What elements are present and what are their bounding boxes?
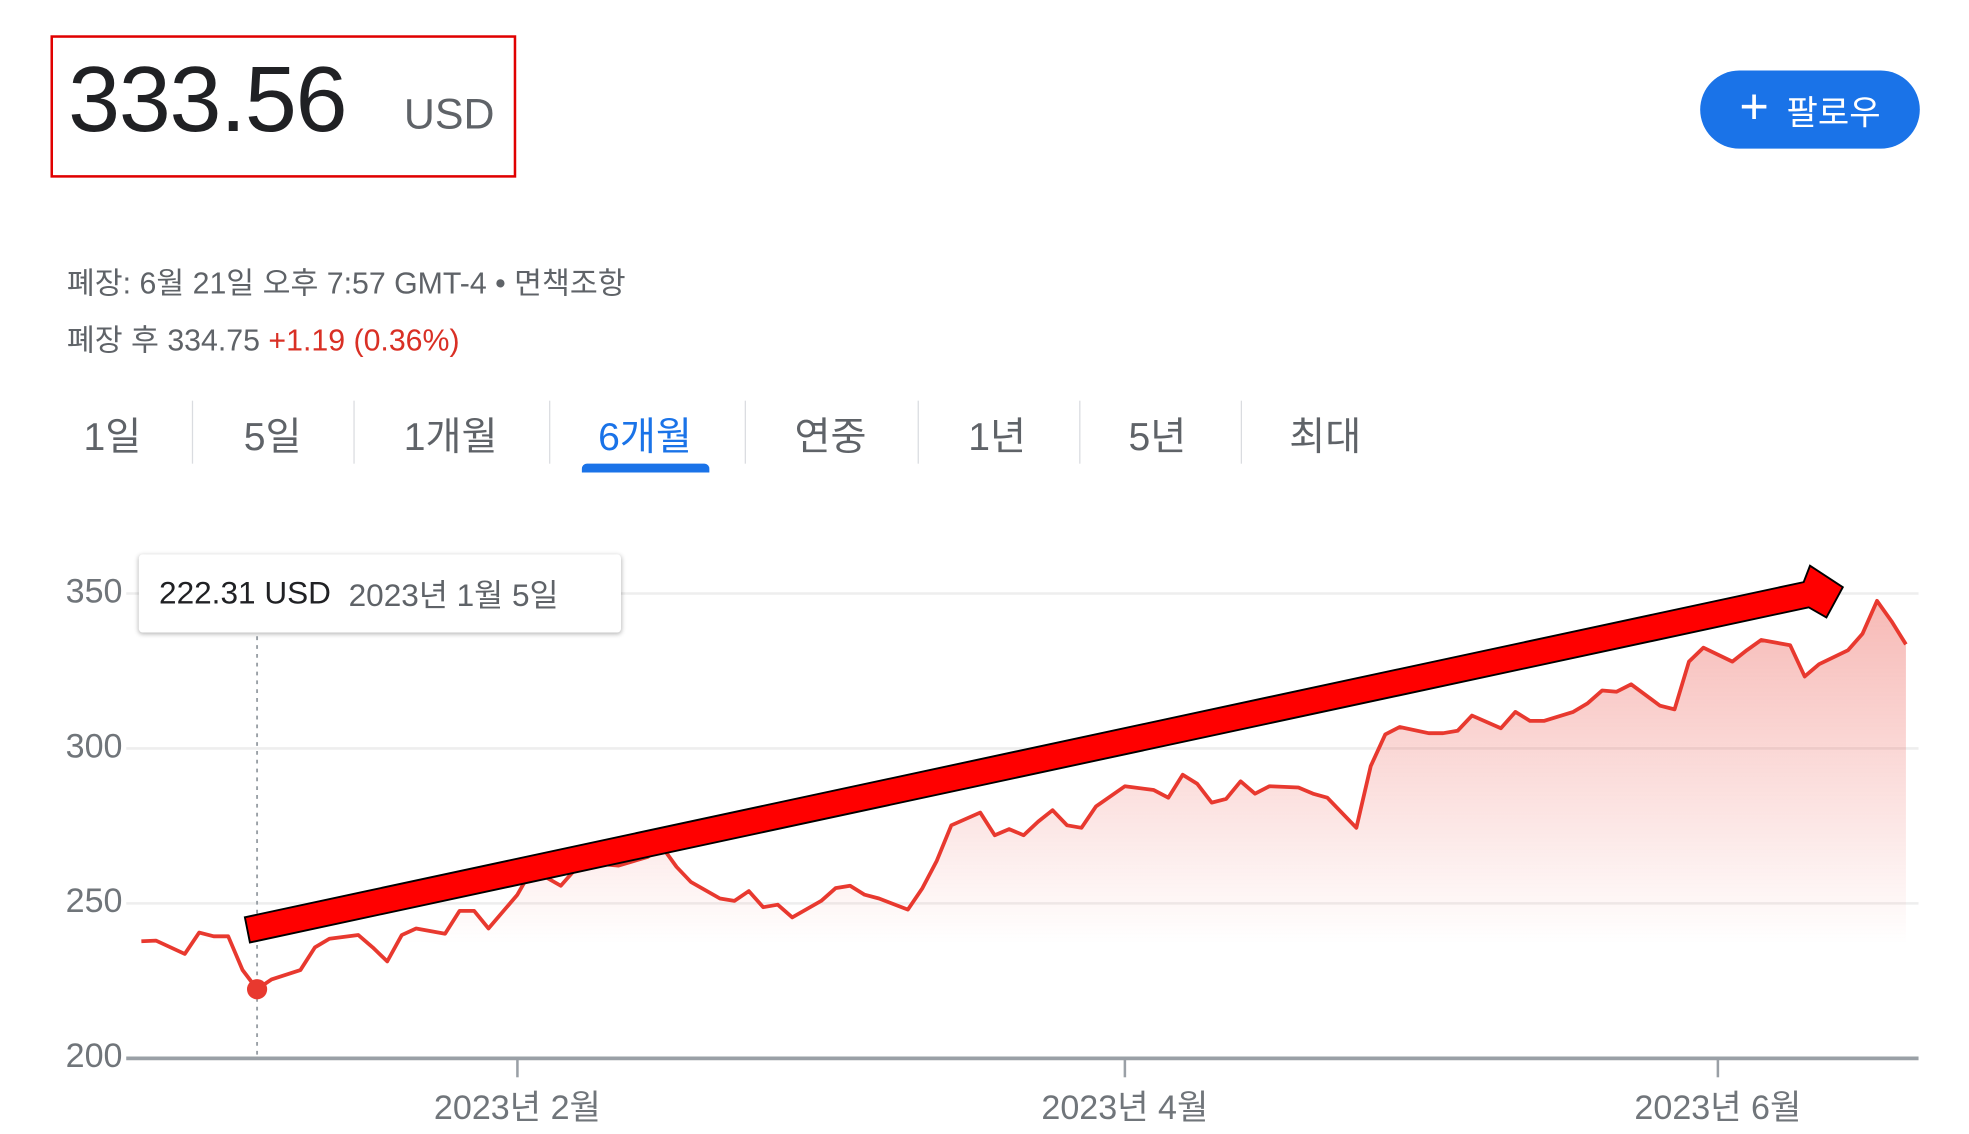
follow-label: 팔로우 (1786, 93, 1881, 132)
tooltip-value: 222.31 USD (159, 575, 331, 611)
annotation-trend-arrow (243, 564, 1845, 944)
tab-divider (917, 400, 919, 464)
x-tick-label: 2023년 4월 (1041, 1088, 1209, 1127)
tab-divider (191, 400, 194, 464)
tab-7[interactable]: 최대 (1289, 413, 1362, 459)
tab-3[interactable]: 6개월 (598, 413, 692, 459)
tab-2[interactable]: 1개월 (403, 413, 498, 459)
active-tab-indicator (581, 463, 710, 473)
market-closed-status: 폐장: 6월 21일 오후 7:57 GMT-4 • 면책조항 (66, 267, 626, 302)
x-tick-label: 2023년 2월 (433, 1088, 601, 1127)
price-area-fill (141, 600, 1906, 1059)
y-tick-label: 300 (65, 727, 123, 765)
tab-divider (1079, 400, 1081, 464)
annotation-highlight-box (50, 35, 517, 178)
hover-point (246, 979, 268, 1000)
after-hours-change: +1.19 (0.36%) (268, 323, 460, 358)
y-tick-label: 250 (65, 882, 123, 920)
x-tick-label: 2023년 6월 (1634, 1088, 1802, 1127)
tooltip-date: 2023년 1월 5일 (348, 578, 559, 614)
current-price: 333.56 (68, 46, 347, 152)
tab-6[interactable]: 5년 (1128, 413, 1187, 459)
tab-1[interactable]: 5일 (243, 413, 302, 459)
tab-divider (549, 400, 551, 464)
y-tick-label: 350 (65, 572, 123, 610)
after-hours-price: 폐장 후 334.75 (66, 323, 260, 358)
tab-divider (1240, 400, 1243, 464)
price-chart[interactable] (0, 504, 1969, 1134)
price-line (141, 599, 1908, 992)
tab-divider (353, 400, 355, 464)
chart-tooltip: 222.31 USD 2023년 1월 5일 (138, 554, 622, 633)
tab-divider (744, 400, 746, 464)
y-tick-label: 200 (65, 1036, 123, 1075)
currency-label: USD (403, 90, 495, 139)
tab-4[interactable]: 연중 (794, 413, 867, 459)
tab-5[interactable]: 1년 (968, 413, 1027, 459)
plus-icon: + (1739, 79, 1769, 135)
tab-0[interactable]: 1일 (83, 413, 142, 459)
after-hours-status: 폐장 후 334.75 +1.19 (0.36%) (67, 315, 460, 359)
follow-button[interactable]: + 팔로우 (1700, 70, 1920, 149)
